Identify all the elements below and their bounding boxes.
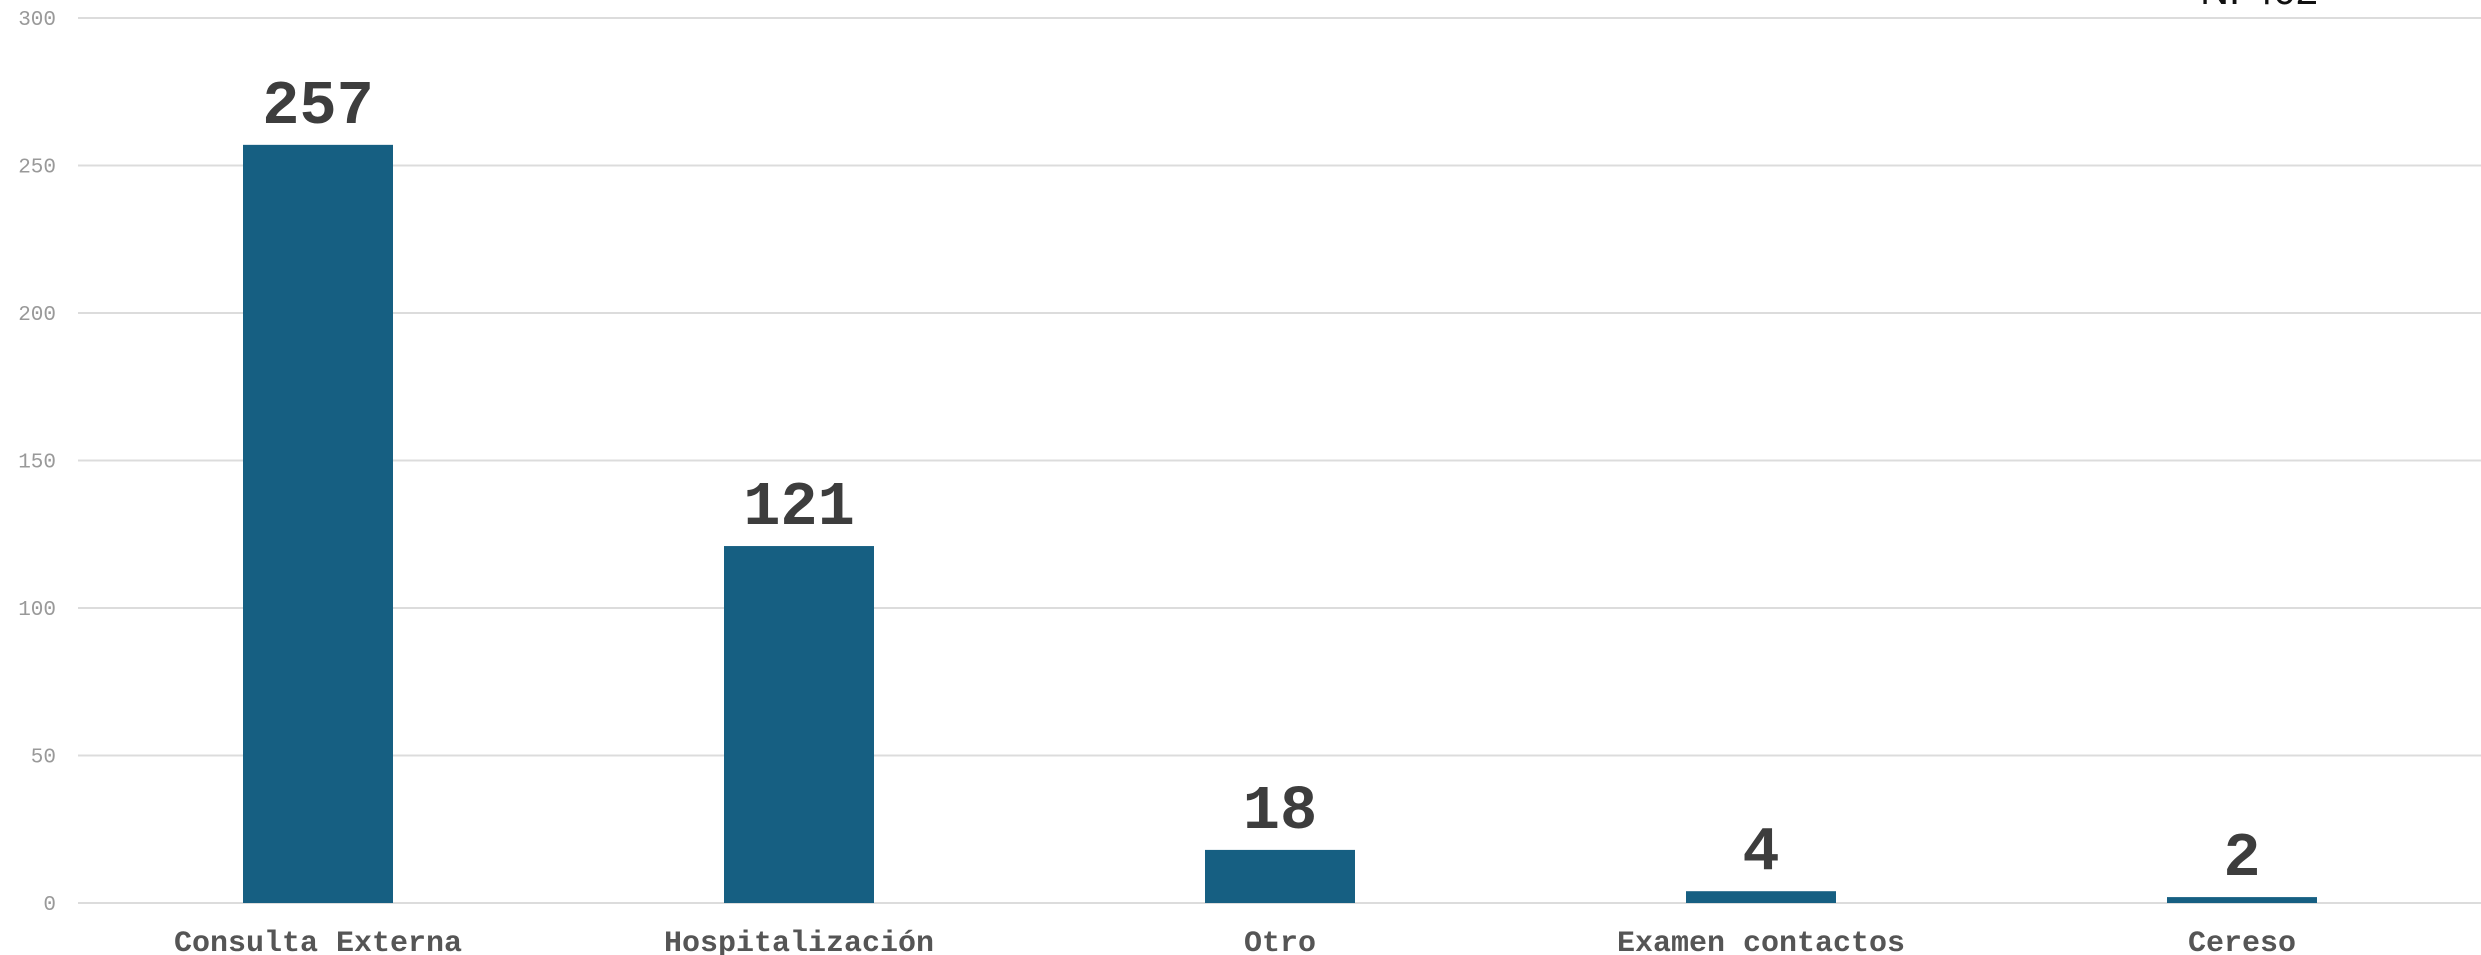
sample-size-annotation: N: 402	[2200, 0, 2318, 13]
y-tick-label: 100	[18, 599, 56, 622]
y-tick-label: 50	[31, 747, 56, 770]
bar	[1686, 891, 1836, 903]
bar	[1205, 849, 1355, 903]
value-label: 257	[262, 71, 374, 142]
value-label: 18	[1243, 776, 1317, 847]
y-tick-label: 300	[18, 9, 56, 32]
x-tick-label: Otro	[1244, 927, 1316, 955]
value-label: 4	[1742, 817, 1779, 888]
y-tick-label: 0	[43, 894, 56, 917]
y-tick-label: 200	[18, 304, 56, 327]
gridlines	[78, 17, 2481, 904]
x-tick-label: Hospitalización	[664, 927, 934, 955]
x-tick-label: Cereso	[2188, 927, 2296, 955]
x-tick-label: Consulta Externa	[174, 927, 462, 955]
bar	[2167, 897, 2317, 903]
x-axis-ticks: Consulta Externa Hospitalización Otro Exame…	[174, 927, 2296, 955]
bar	[243, 144, 393, 904]
value-label: 2	[2223, 823, 2260, 894]
y-tick-label: 150	[18, 452, 56, 475]
value-labels: 257 121 18 4 2	[262, 71, 2260, 894]
y-axis-ticks: 0 50 100 150 200 250 300	[18, 9, 56, 917]
x-tick-label: Examen contactos	[1617, 927, 1905, 955]
value-label: 121	[743, 472, 855, 543]
bars	[243, 144, 2317, 904]
bar	[724, 546, 874, 903]
y-tick-label: 250	[18, 157, 56, 180]
